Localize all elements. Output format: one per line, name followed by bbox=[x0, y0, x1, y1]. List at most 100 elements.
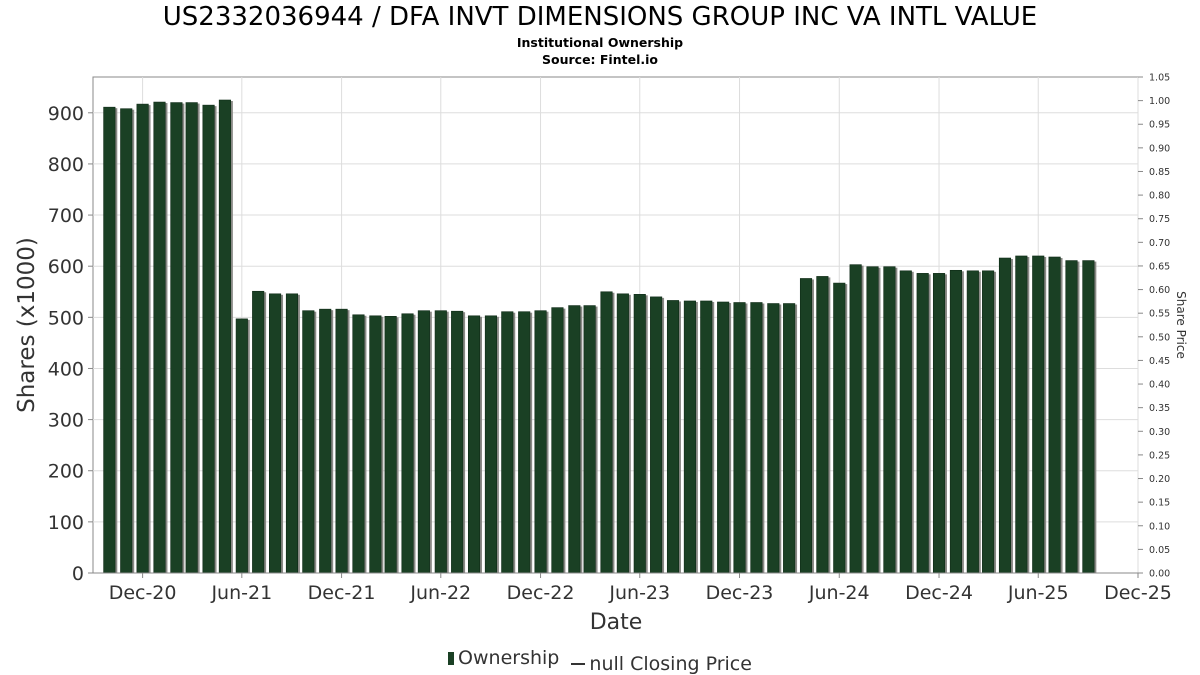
bar bbox=[733, 302, 746, 574]
bar bbox=[534, 310, 547, 574]
y2-tick-label: 0.75 bbox=[1149, 214, 1170, 225]
legend-price-label: null Closing Price bbox=[589, 652, 752, 675]
y2-tick-label: 0.15 bbox=[1149, 498, 1170, 509]
bar bbox=[1082, 260, 1095, 574]
bar bbox=[899, 270, 912, 574]
y2-tick-label: 0.80 bbox=[1149, 191, 1170, 202]
bar bbox=[616, 293, 629, 574]
bar bbox=[600, 291, 613, 574]
bar bbox=[849, 264, 862, 574]
x-tick-label: Jun-23 bbox=[608, 582, 670, 604]
x-tick-label: Jun-22 bbox=[409, 582, 471, 604]
bar bbox=[750, 302, 763, 574]
bar bbox=[883, 266, 896, 574]
y2-tick-label: 0.95 bbox=[1149, 120, 1170, 131]
y-axis-title: Shares (x1000) bbox=[14, 237, 40, 413]
bar bbox=[319, 308, 332, 574]
bar bbox=[932, 273, 946, 574]
legend-price-swatch bbox=[571, 662, 586, 665]
y-tick-label: 100 bbox=[48, 512, 84, 534]
y2-tick-label: 0.25 bbox=[1149, 450, 1170, 461]
x-tick-label: Dec-22 bbox=[507, 582, 575, 604]
bar bbox=[799, 278, 813, 574]
bar bbox=[783, 303, 796, 574]
y-tick-label: 200 bbox=[48, 461, 84, 483]
bar bbox=[451, 310, 464, 574]
x-tick-label: Jun-24 bbox=[808, 582, 870, 604]
y-tick-label: 700 bbox=[48, 205, 84, 227]
y2-tick-label: 0.60 bbox=[1149, 285, 1170, 296]
bar bbox=[120, 108, 133, 574]
bar bbox=[683, 300, 696, 574]
bar bbox=[666, 300, 680, 574]
bar bbox=[833, 282, 846, 574]
legend-ownership-swatch bbox=[448, 651, 455, 665]
bar bbox=[816, 276, 829, 574]
bar bbox=[401, 313, 414, 574]
y-tick-label: 900 bbox=[48, 103, 84, 125]
y2-tick-label: 0.20 bbox=[1149, 474, 1170, 485]
bar bbox=[717, 301, 730, 574]
y2-tick-label: 1.00 bbox=[1149, 96, 1170, 107]
x-tick-label: Dec-20 bbox=[109, 582, 177, 604]
y2-tick-label: 0.50 bbox=[1149, 332, 1170, 343]
y-tick-label: 400 bbox=[48, 358, 84, 380]
bar bbox=[153, 101, 166, 574]
y2-tick-label: 0.45 bbox=[1149, 356, 1170, 367]
chart-legend: Ownership null Closing Price bbox=[0, 647, 1200, 675]
x-tick-label: Dec-25 bbox=[1104, 582, 1172, 604]
bar bbox=[700, 300, 713, 574]
bar bbox=[252, 290, 265, 574]
y2-tick-label: 0.05 bbox=[1149, 545, 1170, 556]
x-tick-label: Jun-25 bbox=[1007, 582, 1069, 604]
bar bbox=[335, 308, 348, 574]
bar bbox=[484, 315, 497, 574]
bar bbox=[966, 270, 979, 574]
bar bbox=[1065, 260, 1078, 574]
y-tick-label: 500 bbox=[48, 307, 84, 329]
y2-tick-label: 0.70 bbox=[1149, 238, 1170, 249]
bar bbox=[982, 270, 995, 574]
bar bbox=[866, 266, 879, 574]
bar bbox=[916, 273, 929, 574]
y2-tick-label: 0.10 bbox=[1149, 521, 1170, 532]
bar bbox=[369, 315, 382, 574]
bar bbox=[302, 310, 315, 574]
x-tick-label: Jun-21 bbox=[210, 582, 272, 604]
bar bbox=[551, 307, 564, 574]
bar bbox=[949, 269, 962, 574]
legend-price[interactable]: null Closing Price bbox=[565, 653, 752, 675]
legend-ownership-label: Ownership bbox=[458, 647, 560, 669]
y-tick-label: 800 bbox=[48, 154, 84, 176]
bar bbox=[434, 310, 447, 574]
bar bbox=[583, 305, 596, 574]
bar bbox=[202, 104, 215, 574]
bar bbox=[103, 106, 116, 574]
bar bbox=[998, 257, 1012, 574]
bar bbox=[235, 318, 248, 574]
y2-tick-label: 0.35 bbox=[1149, 403, 1170, 414]
x-tick-label: Dec-21 bbox=[308, 582, 376, 604]
y2-tick-label: 0.55 bbox=[1149, 309, 1170, 320]
x-tick-label: Dec-24 bbox=[905, 582, 973, 604]
bar bbox=[170, 102, 183, 574]
y2-axis-title: Share Price bbox=[1174, 291, 1188, 359]
chart-title: US2332036944 / DFA INVT DIMENSIONS GROUP… bbox=[162, 2, 1038, 32]
y2-tick-label: 1.05 bbox=[1149, 73, 1170, 84]
bar bbox=[1048, 256, 1061, 574]
x-axis-title: Date bbox=[590, 610, 643, 635]
bar bbox=[518, 311, 531, 574]
bar bbox=[417, 310, 430, 574]
y2-tick-label: 0.30 bbox=[1149, 427, 1170, 438]
bar bbox=[633, 294, 646, 574]
legend-ownership[interactable]: Ownership bbox=[448, 647, 559, 669]
y-tick-label: 0 bbox=[72, 563, 84, 585]
bar bbox=[352, 314, 365, 574]
bar bbox=[767, 303, 780, 574]
bar bbox=[467, 315, 481, 574]
y2-tick-label: 0.65 bbox=[1149, 261, 1170, 272]
chart-source: Source: Fintel.io bbox=[542, 52, 658, 67]
y-tick-label: 600 bbox=[48, 256, 84, 278]
bar bbox=[384, 316, 397, 574]
